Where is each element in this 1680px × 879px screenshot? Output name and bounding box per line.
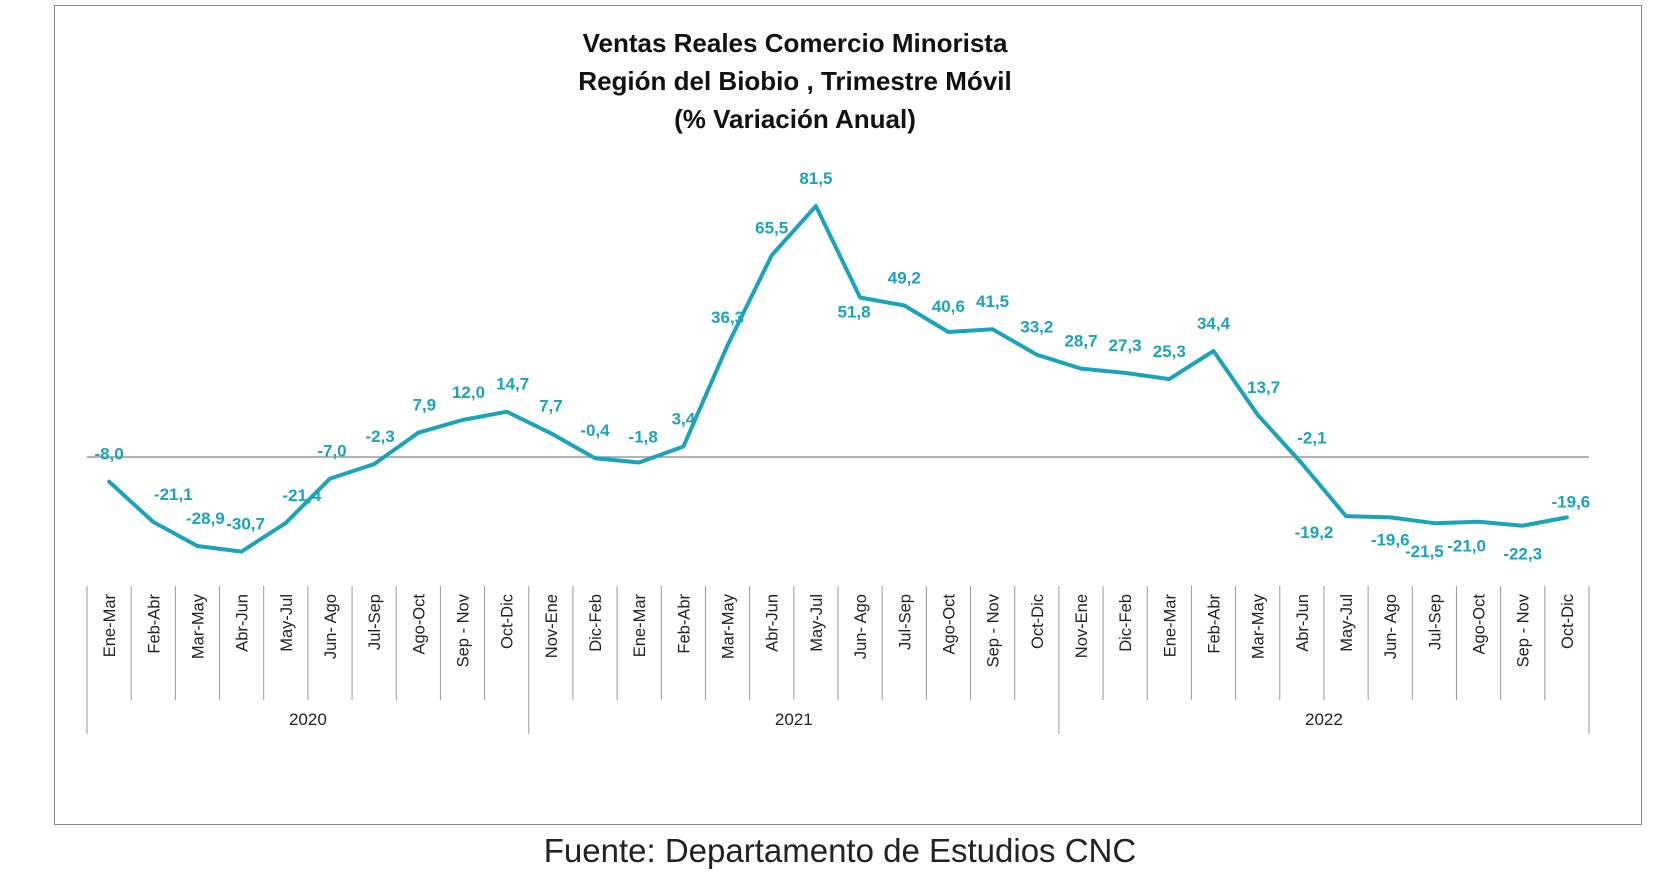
x-tick-label: Jun- Ago <box>322 594 340 659</box>
data-label: -8,0 <box>94 445 123 464</box>
data-label: -21,5 <box>1405 542 1444 561</box>
x-tick-label: May-Jul <box>808 594 826 652</box>
data-label: -1,8 <box>629 428 658 447</box>
x-axis <box>86 456 1590 734</box>
year-label: 2022 <box>1305 710 1343 729</box>
data-label: -19,6 <box>1371 530 1410 549</box>
data-label: -2,1 <box>1297 429 1326 448</box>
data-label: 7,9 <box>412 396 436 415</box>
data-label: -19,2 <box>1295 523 1334 542</box>
data-label: 28,7 <box>1064 332 1097 351</box>
x-tick-label: Feb-Abr <box>1206 594 1224 654</box>
data-label: 13,7 <box>1247 378 1280 397</box>
x-tick-label: Feb-Abr <box>675 594 693 654</box>
x-tick-label: Ago-Oct <box>940 594 958 655</box>
x-tick-label: Nov-Ene <box>1073 594 1091 658</box>
x-tick-label: Mar-May <box>189 593 207 659</box>
data-label: 25,3 <box>1153 342 1186 361</box>
x-tick-label: Mar-May <box>720 593 738 659</box>
line-chart: Ventas Reales Comercio Minorista Región … <box>86 28 1590 734</box>
x-tick-label: Oct-Dic <box>499 594 517 649</box>
data-label: -21,4 <box>282 486 321 505</box>
data-label: -21,1 <box>154 485 193 504</box>
data-label: -2,3 <box>365 427 394 446</box>
x-tick-label: Sep - Nov <box>455 593 473 667</box>
year-labels: 2020 2021 2022 <box>289 710 1343 729</box>
x-tick-label: Jun- Ago <box>1382 594 1400 659</box>
x-tick-label: Ene-Mar <box>1161 594 1179 658</box>
data-label: 12,0 <box>452 383 485 402</box>
x-tick-label: Jun- Ago <box>852 594 870 659</box>
x-tick-label: Abr-Jun <box>1294 594 1312 652</box>
year-label: 2021 <box>775 710 813 729</box>
series-line <box>107 204 1569 554</box>
source-note: Fuente: Departamento de Estudios CNC <box>543 832 1137 869</box>
x-tick-label: Ago-Oct <box>1471 594 1489 655</box>
x-tick-label: Feb-Abr <box>145 594 163 654</box>
data-label: -0,4 <box>580 421 610 440</box>
data-label: 3,4 <box>672 410 696 429</box>
data-label: 65,5 <box>755 218 788 237</box>
chart-frame: Ventas Reales Comercio Minorista Región … <box>54 5 1642 825</box>
data-label: 51,8 <box>838 303 871 322</box>
chart-title-line-3: (% Variación Anual) <box>674 104 916 134</box>
data-labels: -8,0 -21,1 -28,9 -30,7 -21,4 -7,0 -2,3 7,9 12,0 1… <box>94 169 1590 564</box>
data-label: -28,9 <box>186 509 225 528</box>
data-label: -22,3 <box>1503 545 1542 564</box>
data-label: 81,5 <box>799 169 832 188</box>
x-tick-label: May-Jul <box>1338 594 1356 652</box>
x-tick-label: Oct-Dic <box>1029 594 1047 649</box>
x-tick-label: Ago-Oct <box>410 594 428 655</box>
x-tick-label: Ene-Mar <box>101 594 119 658</box>
data-label: 34,4 <box>1197 314 1231 333</box>
data-label: 33,2 <box>1020 318 1053 337</box>
x-tick-label: Ene-Mar <box>631 594 649 658</box>
x-tick-label: Nov-Ene <box>543 594 561 658</box>
year-label: 2020 <box>289 710 327 729</box>
x-tick-labels: Ene-Mar Feb-Abr Mar-May Abr-Jun May-Jul Jun- … <box>101 593 1577 667</box>
x-tick-label: Dic-Feb <box>1117 594 1135 652</box>
data-label: -19,6 <box>1552 492 1591 511</box>
x-tick-label: May-Jul <box>278 594 296 652</box>
x-tick-label: Jul-Sep <box>366 594 384 650</box>
x-tick-label: Jul-Sep <box>896 594 914 650</box>
chart-title-line-2: Región del Biobio , Trimestre Móvil <box>578 66 1011 96</box>
data-label: 36,3 <box>711 308 744 327</box>
data-label: -30,7 <box>226 515 265 534</box>
x-tick-label: Abr-Jun <box>764 594 782 652</box>
data-label: 14,7 <box>496 375 529 394</box>
chart-title: Ventas Reales Comercio Minorista Región … <box>578 28 1011 134</box>
data-label: -21,0 <box>1447 537 1486 556</box>
x-tick-label: Mar-May <box>1250 593 1268 659</box>
data-label: 7,7 <box>539 396 563 415</box>
x-tick-label: Sep - Nov <box>985 593 1003 667</box>
x-tick-label: Dic-Feb <box>587 594 605 652</box>
x-tick-label: Jul-Sep <box>1426 594 1444 650</box>
x-tick-label: Abr-Jun <box>234 594 252 652</box>
data-label: 27,3 <box>1109 336 1142 355</box>
data-label: 49,2 <box>888 269 921 288</box>
x-tick-label: Oct-Dic <box>1559 594 1577 649</box>
data-label: 41,5 <box>976 292 1009 311</box>
chart-title-line-1: Ventas Reales Comercio Minorista <box>583 28 1008 58</box>
data-label: -7,0 <box>317 442 346 461</box>
x-tick-label: Sep - Nov <box>1515 593 1533 667</box>
data-label: 40,6 <box>932 297 965 316</box>
